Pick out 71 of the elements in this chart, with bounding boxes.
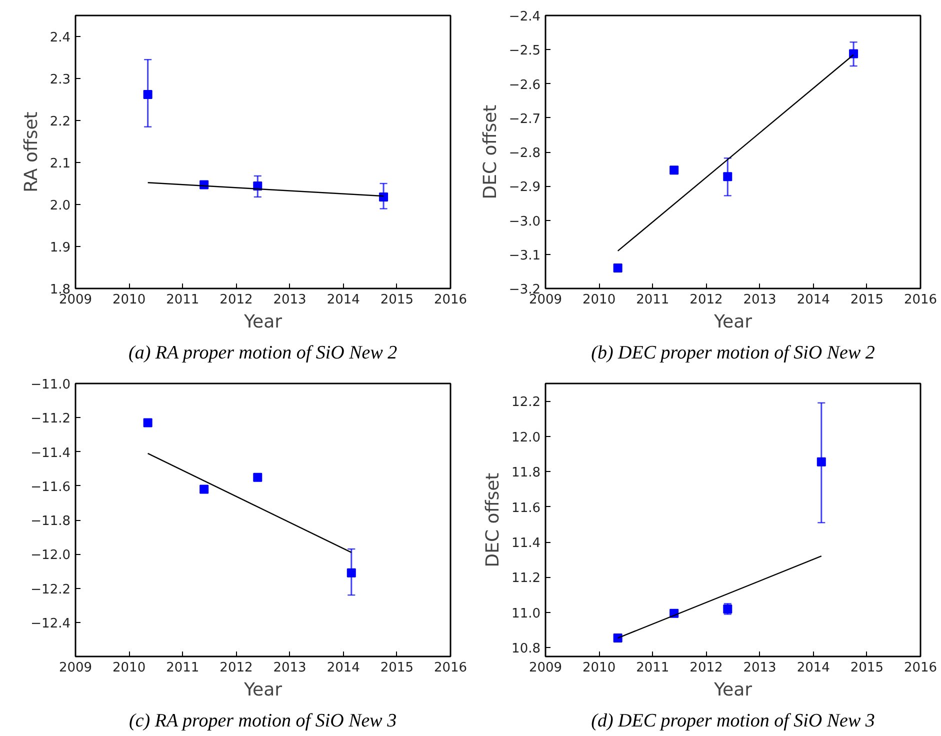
text: (b) DEC proper motion of SiO New 2 [591,342,876,364]
y-tick-label: 12.0 [512,430,541,446]
text: (d) DEC proper motion of SiO New 3 [591,710,875,732]
x-tick-label: 2010 [582,292,616,308]
y-axis-title: RA offset [20,112,42,192]
y-tick-label: 2.0 [50,198,71,214]
text: (a) RA proper motion of SiO New 2 [128,342,398,364]
x-tick-label: 2015 [380,660,414,676]
y-tick-label: −11.4 [30,446,71,461]
x-axis-title: Year [242,312,283,332]
y-tick-label: −11.6 [30,480,71,495]
y-tick-label: 11.2 [512,571,541,586]
y-tick-label: 11.0 [512,606,541,622]
x-tick-label: 2009 [528,660,562,676]
y-tick-label: 11.6 [512,500,541,516]
y-tick-label: 11.8 [512,466,541,481]
x-tick-label: 2011 [166,660,200,676]
y-tick-label: −2.4 [508,10,541,24]
x-tick-label: 2014 [326,660,360,676]
y-tick-label: 2.3 [50,72,71,88]
x-tick-label: 2016 [434,660,468,676]
x-tick-label: 2012 [220,660,253,676]
x-tick-label: 2013 [743,660,776,676]
x-tick-label: 2012 [690,292,723,308]
x-tick-label: 2016 [904,660,938,676]
y-tick-label: 1.9 [50,240,71,256]
x-tick-label: 2014 [796,660,830,676]
y-tick-label: −2.6 [508,78,541,93]
x-tick-label: 2010 [582,660,616,676]
x-tick-label: 2011 [166,292,200,308]
y-tick-label: −12.4 [30,616,71,632]
y-tick-label: 10.8 [512,642,541,657]
x-tick-label: 2013 [273,660,306,676]
x-tick-label: 2015 [850,292,884,308]
y-tick-label: −11.8 [30,514,71,529]
x-tick-label: 2014 [326,292,360,308]
y-tick-label: 2.4 [50,30,71,46]
x-tick-label: 2015 [380,292,414,308]
y-tick-label: 2.2 [50,114,71,130]
y-tick-label: −2.9 [508,180,541,196]
y-tick-label: 12.2 [512,395,541,410]
y-tick-label: −2.7 [508,112,541,127]
y-tick-label: −3.0 [508,214,541,230]
y-tick-label: −11.2 [30,412,71,427]
x-tick-label: 2010 [112,660,146,676]
x-tick-label: 2016 [904,292,938,308]
x-axis-title: Year [712,312,753,332]
text: (c) RA proper motion of SiO New 3 [129,710,397,732]
x-tick-label: 2012 [220,292,253,308]
x-tick-label: 2010 [112,292,146,308]
x-tick-label: 2014 [796,292,830,308]
y-tick-label: −3.1 [508,248,541,264]
x-tick-label: 2009 [58,660,92,676]
x-tick-label: 2013 [743,292,776,308]
y-tick-label: −12.2 [30,582,71,598]
y-tick-label: 2.1 [50,156,71,172]
x-axis-title: Year [242,680,283,700]
y-axis-title: DEC offset [482,472,504,568]
y-tick-label: −12.0 [30,548,71,564]
y-tick-label: −2.8 [508,146,541,161]
y-tick-label: −11.0 [30,378,71,392]
x-tick-label: 2013 [273,292,306,308]
x-tick-label: 2015 [850,660,884,676]
x-axis-title: Year [712,680,753,700]
y-axis-title: DEC offset [480,104,501,200]
y-tick-label: −2.5 [508,44,541,59]
x-tick-label: 2011 [636,660,670,676]
x-tick-label: 2016 [434,292,468,308]
y-tick-label: 11.4 [512,536,541,552]
x-tick-label: 2011 [636,292,670,308]
x-tick-label: 2012 [690,660,723,676]
